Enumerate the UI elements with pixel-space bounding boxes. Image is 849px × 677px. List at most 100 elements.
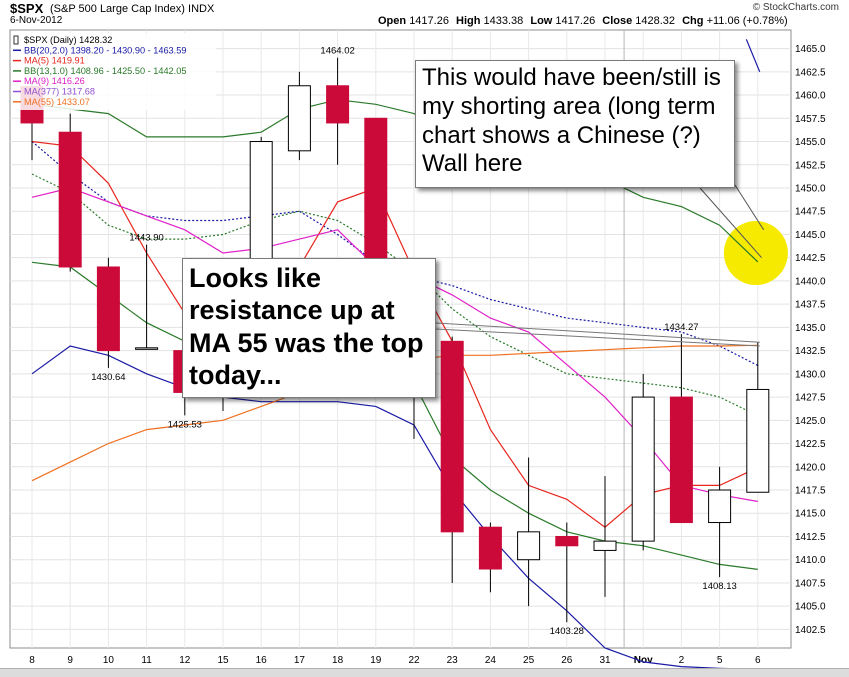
chart-date: 6-Nov-2012 <box>10 15 63 26</box>
low-label: Low <box>530 15 553 27</box>
candle-body <box>555 535 579 547</box>
y-tick-label: 1455.0 <box>795 137 826 148</box>
y-tick-label: 1402.5 <box>795 625 826 636</box>
x-tick-label: 10 <box>103 655 115 666</box>
y-tick-label: 1437.5 <box>795 300 826 311</box>
callout-shorting-area: This would have been/still is my shortin… <box>415 60 735 188</box>
y-tick-label: 1407.5 <box>795 578 826 589</box>
y-tick-label: 1435.0 <box>795 323 826 334</box>
legend-candle-swatch <box>13 35 19 45</box>
y-tick-label: 1425.0 <box>795 416 826 427</box>
y-tick-label: 1457.5 <box>795 114 826 125</box>
legend-item: $SPX (Daily) 1428.32 <box>24 35 112 45</box>
candle-body <box>287 85 311 152</box>
y-tick-label: 1452.5 <box>795 160 826 171</box>
index-name: (S&P 500 Large Cap Index) <box>50 3 185 15</box>
value-label: 1403.28 <box>550 626 584 637</box>
candle-body <box>631 396 655 542</box>
x-tick-label: Nov <box>634 655 653 666</box>
callout-pointer <box>699 187 762 259</box>
x-tick-label: 19 <box>370 655 382 666</box>
value-label: 1443.90 <box>129 233 163 244</box>
x-tick-label: 11 <box>141 655 152 666</box>
value-label: 1464.02 <box>320 46 354 57</box>
value-label: 1408.13 <box>702 581 736 592</box>
candle-body <box>440 340 464 533</box>
y-tick-label: 1465.0 <box>795 44 826 55</box>
ticker-name: (S&P 500 Large Cap Index) INDX <box>50 3 214 15</box>
x-tick-label: 9 <box>67 655 73 666</box>
y-tick-label: 1460.0 <box>795 91 826 102</box>
indicator-line <box>31 99 759 263</box>
chart-header: $SPX (S&P 500 Large Cap Index) INDX 6-No… <box>0 0 849 30</box>
indicator-line <box>31 345 758 670</box>
candle-body <box>517 531 541 561</box>
low-value: 1417.26 <box>555 15 596 27</box>
ohlc-readout: Open 1417.26 High 1433.38 Low 1417.26 Cl… <box>378 15 792 27</box>
high-value: 1433.38 <box>483 15 524 27</box>
candle-body <box>96 266 120 352</box>
legend-item: MA(5) 1419.91 <box>24 56 85 66</box>
y-tick-label: 1417.5 <box>795 486 826 497</box>
y-tick-label: 1432.5 <box>795 346 826 357</box>
legend-item: BB(20,2.0) 1398.20 - 1430.90 - 1463.59 <box>24 45 186 55</box>
indicator-line <box>31 173 759 417</box>
y-tick-label: 1442.5 <box>795 253 826 264</box>
y-tick-label: 1440.0 <box>795 276 826 287</box>
legend-item: MA(377) 1317.68 <box>24 87 95 97</box>
x-tick-label: 12 <box>179 655 191 666</box>
y-tick-label: 1447.5 <box>795 207 826 218</box>
candle-body <box>58 131 82 268</box>
candle-body <box>708 489 732 524</box>
candle-body <box>746 388 770 493</box>
exchange-label: INDX <box>188 3 215 15</box>
x-tick-label: 31 <box>599 655 611 666</box>
callout-pointer <box>734 184 765 231</box>
value-label: 1430.64 <box>91 372 125 383</box>
callout-pointer <box>435 322 760 343</box>
chg-value: +11.06 (+0.78%) <box>706 15 788 27</box>
x-tick-label: 2 <box>679 655 685 666</box>
candle-body <box>135 347 159 350</box>
legend-item: BB(13,1.0) 1408.96 - 1425.50 - 1442.05 <box>24 66 186 76</box>
y-tick-label: 1430.0 <box>795 369 826 380</box>
callout-pointer <box>435 328 760 347</box>
close-label: Close <box>602 15 633 27</box>
x-tick-label: 22 <box>408 655 420 666</box>
y-tick-label: 1462.5 <box>795 67 826 78</box>
chg-label: Chg <box>682 15 704 27</box>
callout-resistance: Looks like resistance up at MA 55 was th… <box>182 258 436 398</box>
y-tick-label: 1412.5 <box>795 532 826 543</box>
x-tick-label: 15 <box>217 655 229 666</box>
highlight-circle <box>723 221 788 286</box>
x-tick-label: 6 <box>755 655 761 666</box>
y-tick-label: 1420.0 <box>795 462 826 473</box>
legend-item: MA(55) 1433.07 <box>24 97 90 107</box>
y-tick-label: 1450.0 <box>795 183 826 194</box>
value-label: 1434.27 <box>664 322 698 333</box>
x-tick-label: 8 <box>29 655 35 666</box>
legend-background <box>12 33 216 110</box>
candle-body <box>478 526 502 570</box>
y-tick-label: 1445.0 <box>795 230 826 241</box>
high-label: High <box>456 15 481 27</box>
legend-item: MA(9) 1416.26 <box>24 76 85 86</box>
x-tick-label: 25 <box>523 655 535 666</box>
y-tick-label: 1405.0 <box>795 602 826 613</box>
x-tick-label: 5 <box>717 655 723 666</box>
candle-body <box>669 396 693 524</box>
bottom-toolbar <box>0 668 849 677</box>
y-tick-label: 1415.0 <box>795 509 826 520</box>
y-tick-label: 1410.0 <box>795 555 826 566</box>
open-value: 1417.26 <box>409 15 449 27</box>
candle-body <box>326 85 350 124</box>
value-label: 1425.53 <box>168 419 202 430</box>
x-tick-label: 16 <box>256 655 268 666</box>
y-tick-label: 1427.5 <box>795 393 826 404</box>
y-tick-label: 1422.5 <box>795 439 826 450</box>
stockcharts-brand: © StockCharts.com <box>752 2 839 13</box>
candle-body <box>364 117 388 273</box>
open-label: Open <box>378 15 407 27</box>
ticker-symbol: $SPX <box>10 1 44 16</box>
